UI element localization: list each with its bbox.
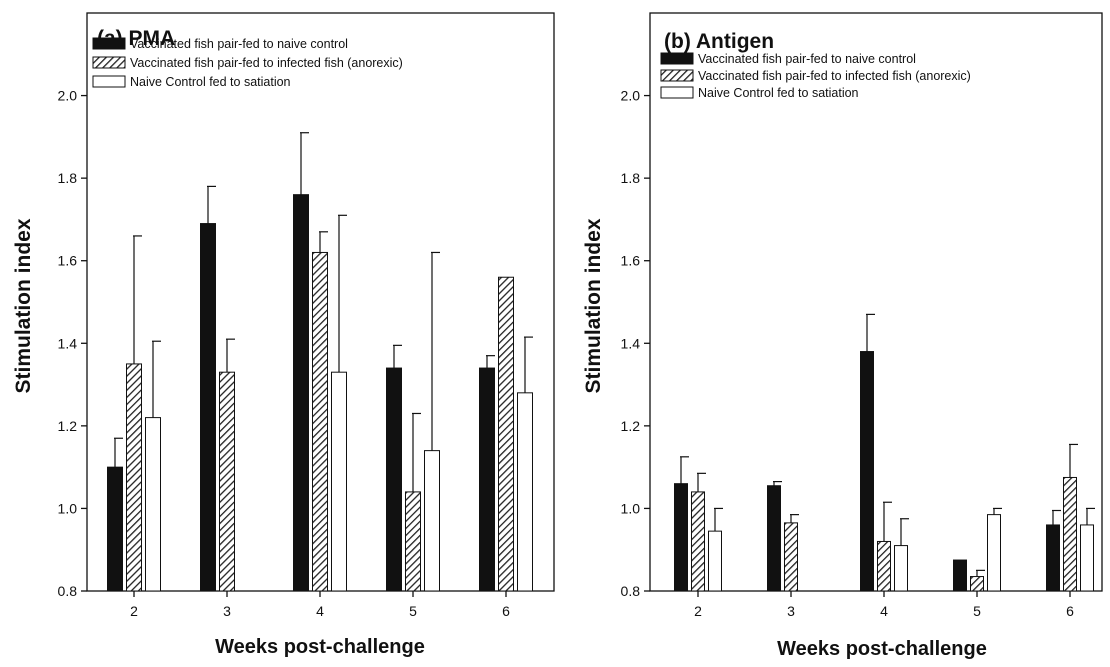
panel-a-chart: 0.81.01.21.41.61.82.02 3 4 5 6(a) PMAVaccina…	[12, 12, 555, 658]
panel-b-y-tick-label: 1.0	[621, 500, 641, 516]
panel-a-legend-label-2: Vaccinated fish pair-fed to infected fis…	[130, 56, 403, 70]
panel-b-x-tick-label: 4	[880, 603, 888, 619]
panel-a-x-tick-label: 5	[409, 603, 417, 619]
panel-a-bar-week-6-series-3	[517, 392, 533, 592]
panel-b-x-tick-label: 3	[787, 603, 795, 619]
panel-b-title: (b) Antigen	[664, 30, 774, 53]
panel-a-y-tick-label: 1.4	[58, 335, 78, 351]
panel-b-bar-week-6-series-2	[1063, 476, 1077, 592]
panel-b-x-axis-label: Weeks post-challenge	[777, 638, 987, 660]
panel-a-bar-week-3-series-2	[219, 371, 235, 592]
panel-b-legend-label-2: Vaccinated fish pair-fed to infected fis…	[698, 69, 971, 83]
panel-a-bar-week-2-series-3	[145, 417, 161, 592]
panel-a-legend-swatch-1	[92, 37, 126, 50]
panel-a-bar-week-2-series-1	[107, 466, 123, 592]
panel-a-bar-week-4-series-2	[312, 251, 328, 592]
panel-a-legend-label-3: Naive Control fed to satiation	[130, 75, 291, 89]
panel-a-y-tick-label: 1.2	[58, 418, 78, 434]
panel-b-y-tick-label: 1.2	[621, 418, 641, 434]
panel-a-legend-swatch-2	[92, 56, 126, 69]
panel-a-bar-week-6-series-2	[498, 276, 514, 592]
panel-a-bar-week-4-series-3	[331, 371, 347, 592]
panel-b-bar-week-4-series-3	[894, 545, 908, 592]
panel-a-y-tick-label: 0.8	[58, 583, 78, 599]
panel-b-bar-week-2-series-3	[708, 530, 722, 592]
panel-b-bar-week-4-series-1	[860, 351, 874, 592]
panel-a-y-tick-label: 1.6	[58, 253, 78, 269]
panel-b-y-tick-label: 0.8	[621, 583, 641, 599]
panel-b-bar-week-2-series-1	[674, 483, 688, 592]
panel-b-x-tick-label: 5	[973, 603, 981, 619]
panel-a-bar-week-4-series-1	[293, 194, 309, 592]
panel-b-y-axis-label: Stimulation index	[582, 218, 605, 393]
panel-b-y-tick-label: 1.8	[621, 170, 641, 186]
panel-a-x-tick-label: 6	[502, 603, 510, 619]
panel-b-y-tick-label: 1.6	[621, 253, 641, 269]
panel-a-bar-week-5-series-2	[405, 491, 421, 592]
panel-b-plot-frame	[649, 12, 1103, 592]
panel-a-legend-label-1: Vaccinated fish pair-fed to naive contro…	[130, 37, 348, 51]
panel-a-bar-week-3-series-1	[200, 223, 216, 592]
panel-b-x-tick-label: 2	[694, 603, 702, 619]
panel-a-x-tick-label: 2	[130, 603, 138, 619]
panel-a-bar-week-5-series-3	[424, 450, 440, 592]
panel-b-bar-week-5-series-1	[953, 559, 967, 592]
panel-b-bar-week-6-series-3	[1080, 524, 1094, 592]
panel-b-chart: 0.81.01.21.41.61.82.02 3 4 5 6(b) AntigenVac…	[582, 12, 1103, 660]
panel-b-legend-swatch-3	[660, 86, 694, 99]
panel-a-legend-swatch-3	[92, 75, 126, 88]
panel-b-bar-week-4-series-2	[877, 540, 891, 592]
panel-a-x-tick-label: 3	[223, 603, 231, 619]
panel-a-y-tick-label: 1.0	[58, 500, 78, 516]
panel-b-bar-week-6-series-1	[1046, 524, 1060, 592]
panel-b-legend-swatch-2	[660, 69, 694, 82]
panel-b-bar-week-2-series-2	[691, 491, 705, 592]
panel-b-y-tick-label: 2.0	[621, 88, 641, 104]
panel-a-bar-week-5-series-1	[386, 367, 402, 592]
panel-b-bar-week-3-series-1	[767, 485, 781, 592]
panel-b-legend-label-1: Vaccinated fish pair-fed to naive contro…	[698, 52, 916, 66]
panel-b-legend-swatch-1	[660, 52, 694, 65]
panel-b-y-tick-label: 1.4	[621, 335, 641, 351]
panel-b-bar-week-3-series-2	[784, 522, 798, 592]
panel-a-x-axis-label: Weeks post-challenge	[215, 636, 425, 658]
panel-a-bar-week-2-series-2	[126, 363, 142, 592]
panel-a-y-tick-label: 2.0	[58, 88, 78, 104]
panel-b-legend-label-3: Naive Control fed to satiation	[698, 86, 859, 100]
panel-b-x-tick-label: 6	[1066, 603, 1074, 619]
panel-a-bar-week-6-series-1	[479, 367, 495, 592]
panel-b-bar-week-5-series-2	[970, 576, 984, 592]
panel-a-y-tick-label: 1.8	[58, 170, 78, 186]
panel-a-x-tick-label: 4	[316, 603, 324, 619]
panel-a-y-axis-label: Stimulation index	[12, 218, 35, 393]
panel-b-bar-week-5-series-3	[987, 514, 1001, 592]
